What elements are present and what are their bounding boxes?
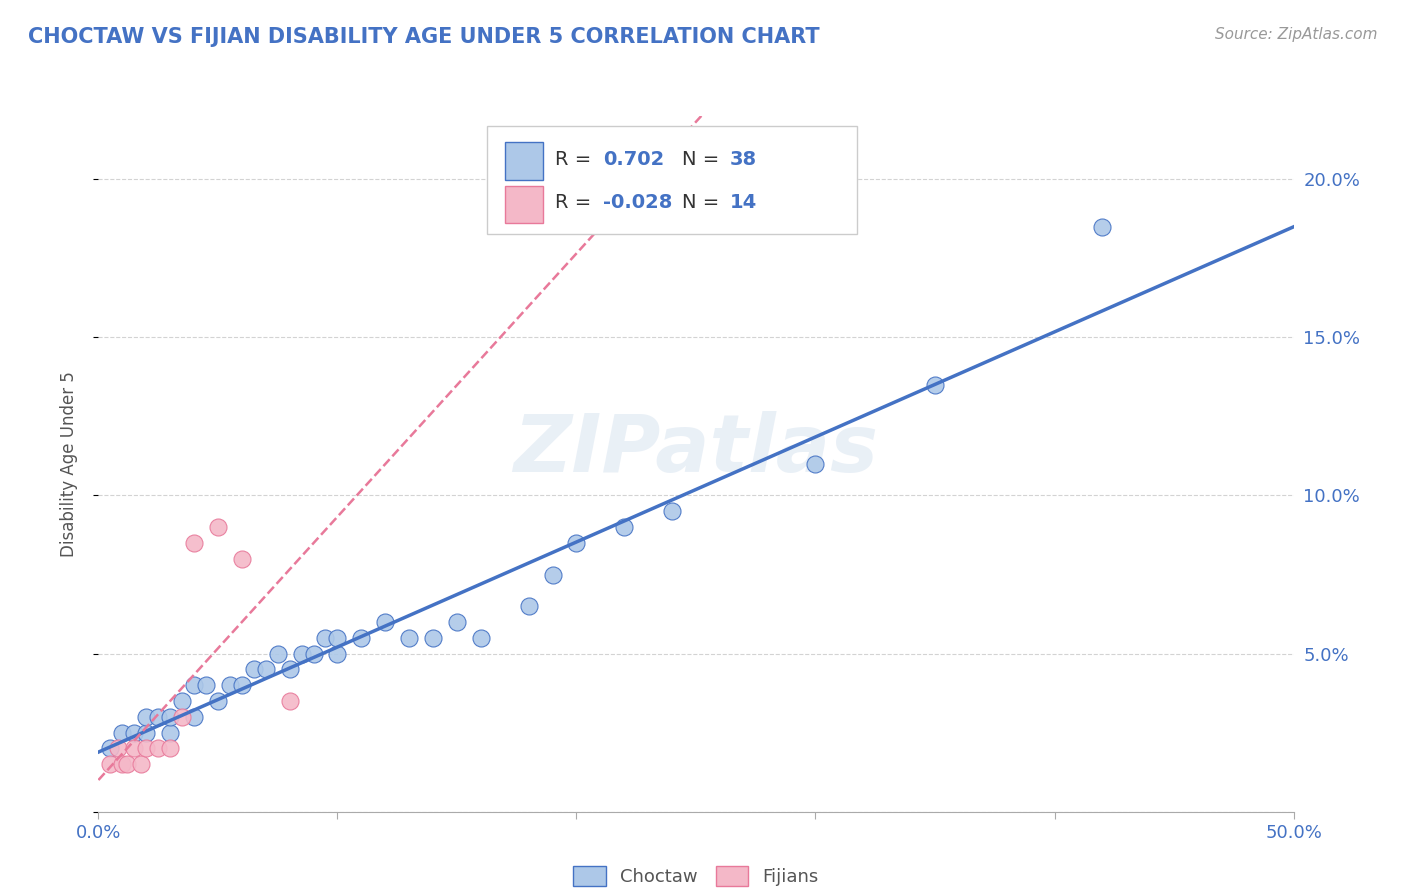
Text: 38: 38 — [730, 150, 756, 169]
Point — [219, 678, 242, 692]
Point — [613, 520, 636, 534]
Point — [124, 725, 146, 739]
Point — [135, 710, 157, 724]
Point — [565, 536, 588, 550]
Text: 14: 14 — [730, 194, 756, 212]
Text: ZIPatlas: ZIPatlas — [513, 411, 879, 489]
Point — [207, 694, 229, 708]
Point — [111, 757, 134, 772]
Point — [924, 377, 946, 392]
Point — [374, 615, 396, 629]
Legend: Choctaw, Fijians: Choctaw, Fijians — [565, 859, 827, 892]
Point — [148, 710, 170, 724]
Point — [98, 741, 122, 756]
Point — [111, 725, 134, 739]
Point — [422, 631, 444, 645]
Text: 0.702: 0.702 — [603, 150, 664, 169]
Point — [135, 741, 157, 756]
Y-axis label: Disability Age Under 5: Disability Age Under 5 — [59, 371, 77, 557]
Point — [291, 647, 314, 661]
Point — [315, 631, 337, 645]
Point — [183, 536, 205, 550]
Point — [278, 662, 301, 676]
Point — [172, 710, 194, 724]
FancyBboxPatch shape — [505, 143, 543, 179]
Point — [231, 551, 253, 566]
Point — [350, 631, 373, 645]
Point — [148, 741, 170, 756]
Point — [302, 647, 325, 661]
Point — [804, 457, 827, 471]
Text: N =: N = — [682, 194, 725, 212]
Point — [267, 647, 290, 661]
Point — [207, 520, 229, 534]
Point — [115, 757, 138, 772]
Point — [470, 631, 492, 645]
Point — [326, 631, 349, 645]
Point — [159, 725, 181, 739]
Point — [159, 741, 181, 756]
Point — [541, 567, 564, 582]
Point — [446, 615, 468, 629]
Text: CHOCTAW VS FIJIAN DISABILITY AGE UNDER 5 CORRELATION CHART: CHOCTAW VS FIJIAN DISABILITY AGE UNDER 5… — [28, 27, 820, 46]
Text: R =: R = — [555, 150, 598, 169]
Point — [172, 694, 194, 708]
Point — [124, 741, 146, 756]
Text: Source: ZipAtlas.com: Source: ZipAtlas.com — [1215, 27, 1378, 42]
Point — [1091, 219, 1114, 234]
Point — [231, 678, 253, 692]
Point — [398, 631, 420, 645]
FancyBboxPatch shape — [505, 186, 543, 224]
Point — [278, 694, 301, 708]
Point — [194, 678, 218, 692]
FancyBboxPatch shape — [486, 127, 858, 235]
Text: N =: N = — [682, 150, 725, 169]
Point — [107, 741, 129, 756]
Point — [131, 757, 153, 772]
Point — [517, 599, 540, 614]
Point — [243, 662, 266, 676]
Point — [254, 662, 277, 676]
Point — [326, 647, 349, 661]
Point — [183, 678, 205, 692]
Point — [159, 710, 181, 724]
Point — [183, 710, 205, 724]
Text: -0.028: -0.028 — [603, 194, 672, 212]
Point — [661, 504, 683, 518]
Point — [135, 725, 157, 739]
Point — [98, 757, 122, 772]
Text: R =: R = — [555, 194, 598, 212]
